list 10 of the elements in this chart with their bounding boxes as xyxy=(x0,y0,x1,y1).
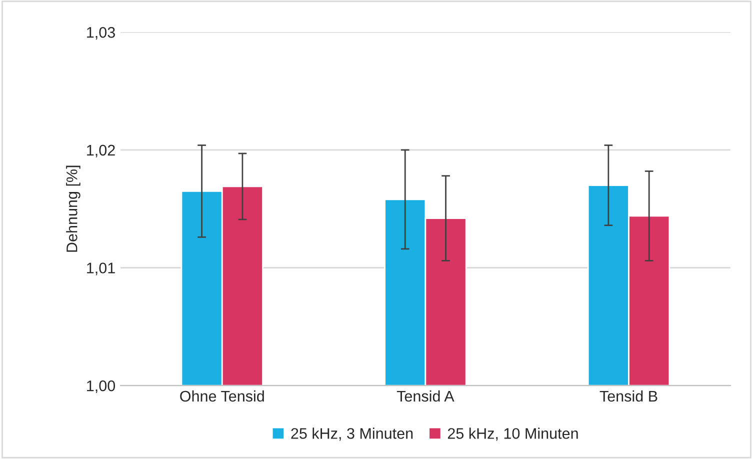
y-axis-title: Dehnung [%] xyxy=(66,166,80,252)
legend-label: 25 kHz, 3 Minuten xyxy=(291,428,413,441)
x-tick-label: Tensid A xyxy=(396,390,454,402)
legend-label: 25 kHz, 10 Minuten xyxy=(448,428,578,441)
y-tick-label: 1,01 xyxy=(87,262,115,276)
y-tick-label: 1,00 xyxy=(87,380,116,394)
y-tick-label: 1,02 xyxy=(87,144,115,158)
y-tick-label: 1,03 xyxy=(87,27,115,40)
x-tick-label: Ohne Tensid xyxy=(180,390,264,402)
x-tick-label: Tensid B xyxy=(600,390,658,402)
